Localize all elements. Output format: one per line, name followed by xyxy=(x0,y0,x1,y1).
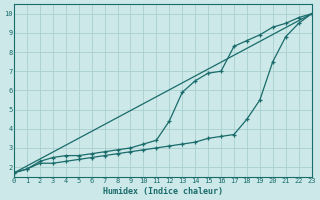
X-axis label: Humidex (Indice chaleur): Humidex (Indice chaleur) xyxy=(103,187,223,196)
